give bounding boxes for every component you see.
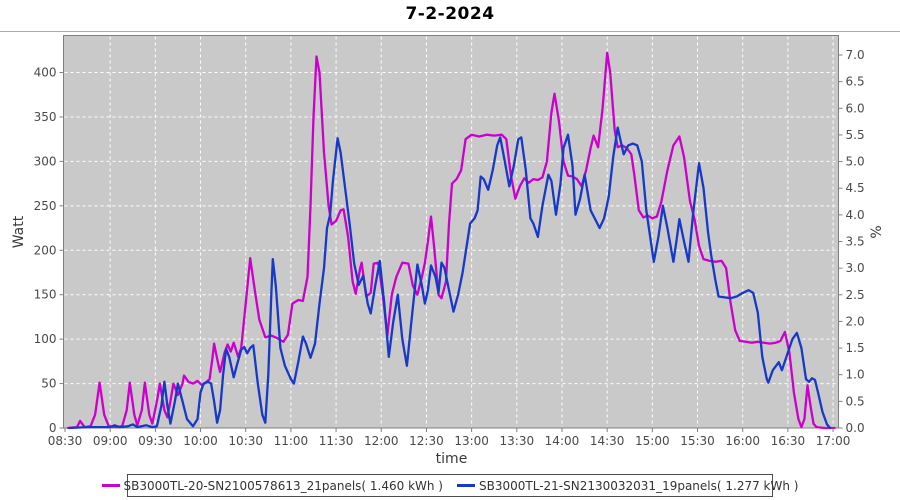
x-tick-label: 09:30 xyxy=(138,434,173,448)
x-tick-label: 10:30 xyxy=(228,434,263,448)
percent-tick-label: 6.5 xyxy=(846,75,865,89)
axis-ticks xyxy=(59,54,843,432)
x-tick-label: 13:00 xyxy=(454,434,489,448)
legend-swatch-series1 xyxy=(101,484,120,487)
percent-tick-label: 1.0 xyxy=(846,368,865,382)
x-axis-title-time: time xyxy=(435,451,468,467)
x-tick-label: 11:00 xyxy=(274,434,309,448)
series-line-2 xyxy=(68,126,832,430)
y-axis-title-percent: % xyxy=(869,225,885,239)
percent-tick-label: 2.5 xyxy=(846,288,865,302)
legend-label-series1: SB3000TL-20-SN2100578613_21panels( 1.460… xyxy=(123,478,443,493)
percent-tick-label: 7.0 xyxy=(846,48,865,62)
x-tick-label: 09:00 xyxy=(93,434,128,448)
percent-tick-label: 2.0 xyxy=(846,314,865,328)
legend-swatch-series2 xyxy=(457,484,475,487)
x-tick-label: 15:30 xyxy=(680,434,715,448)
plot-area xyxy=(63,35,839,429)
percent-tick-label: 3.5 xyxy=(846,235,865,249)
watt-tick-label: 0 xyxy=(49,421,57,435)
series-line-1 xyxy=(66,51,836,430)
x-tick-label: 12:30 xyxy=(409,434,444,448)
title-separator-line xyxy=(0,31,900,32)
watt-tick-label: 300 xyxy=(34,154,57,168)
percent-tick-label: 5.5 xyxy=(846,128,865,142)
watt-tick-label: 250 xyxy=(34,199,57,213)
x-tick-label: 17:00 xyxy=(816,434,851,448)
percent-tick-label: 6.0 xyxy=(846,101,865,115)
x-tick-label: 14:30 xyxy=(590,434,625,448)
percent-tick-label: 0.0 xyxy=(846,421,865,435)
x-tick-label: 11:30 xyxy=(319,434,354,448)
legend: SB3000TL-20-SN2100578613_21panels( 1.460… xyxy=(101,474,798,497)
x-tick-label: 15:00 xyxy=(635,434,670,448)
percent-tick-label: 1.5 xyxy=(846,341,865,355)
x-tick-label: 08:30 xyxy=(48,434,83,448)
y-axis-title-watt: Watt xyxy=(11,215,27,249)
x-tick-label: 16:30 xyxy=(771,434,806,448)
legend-item-series2: SB3000TL-21-SN2130032031_19panels( 1.277… xyxy=(457,479,798,493)
watt-tick-label: 50 xyxy=(41,377,56,391)
x-tick-label: 10:00 xyxy=(183,434,218,448)
watt-tick-label: 200 xyxy=(34,243,57,257)
percent-tick-label: 4.5 xyxy=(846,181,865,195)
x-tick-label: 12:00 xyxy=(364,434,399,448)
percent-tick-label: 5.0 xyxy=(846,155,865,169)
chart-title: 7-2-2024 xyxy=(405,4,495,24)
percent-tick-label: 3.0 xyxy=(846,261,865,275)
x-tick-label: 16:00 xyxy=(725,434,760,448)
x-tick-label: 13:30 xyxy=(500,434,535,448)
legend-label-series2: SB3000TL-21-SN2130032031_19panels( 1.277… xyxy=(479,478,799,493)
axis-tick-labels: 08:30 09:00 09:30 10:00 10:30 11:00 11:30 12:00… xyxy=(34,48,865,448)
percent-tick-label: 4.0 xyxy=(846,208,865,222)
percent-tick-label: 0.5 xyxy=(846,394,865,408)
x-tick-label: 14:00 xyxy=(545,434,580,448)
watt-tick-label: 100 xyxy=(34,332,57,346)
watt-tick-label: 400 xyxy=(34,66,57,80)
legend-item-series1: SB3000TL-20-SN2100578613_21panels( 1.460… xyxy=(101,478,443,493)
watt-tick-label: 150 xyxy=(34,288,57,302)
watt-tick-label: 350 xyxy=(34,110,57,124)
